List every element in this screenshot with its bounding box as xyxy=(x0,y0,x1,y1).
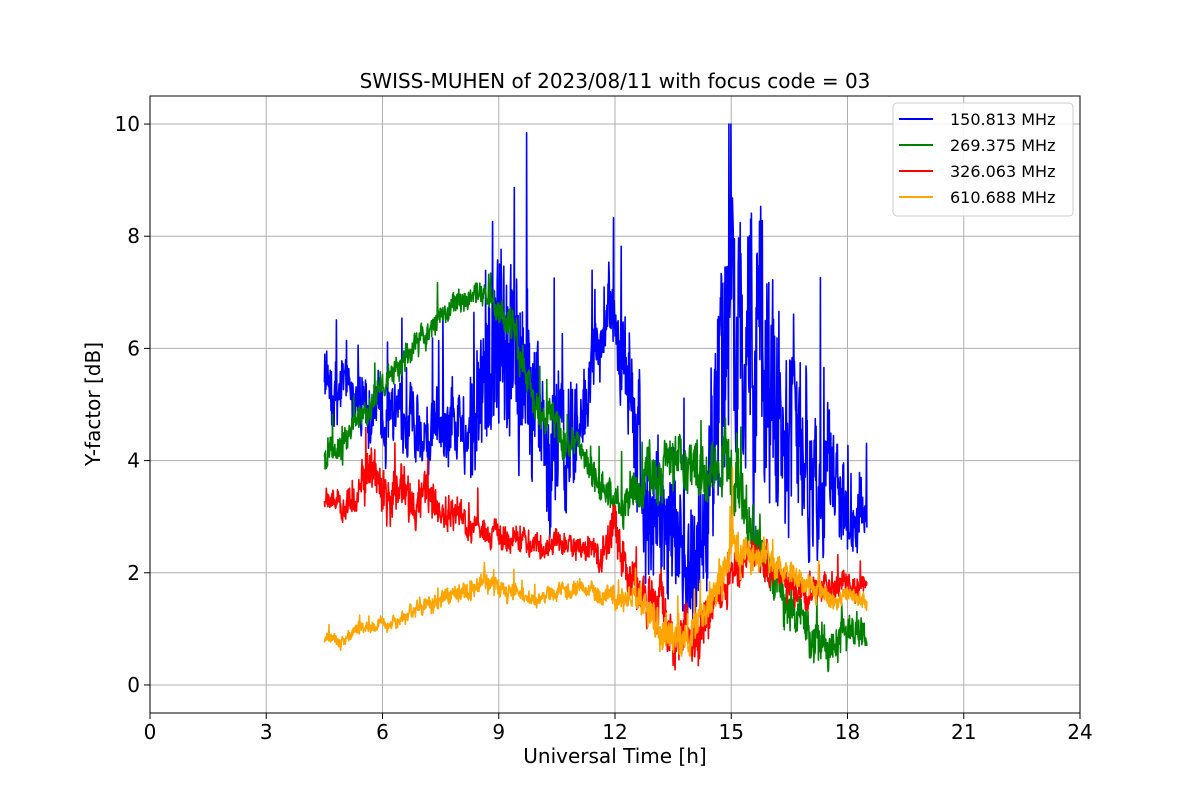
y-tick-label: 0 xyxy=(127,673,140,697)
x-axis-label: Universal Time [h] xyxy=(523,744,706,768)
x-tick-label: 18 xyxy=(835,720,860,744)
x-tick-label: 15 xyxy=(719,720,744,744)
x-tick-label: 6 xyxy=(376,720,389,744)
x-tick-label: 12 xyxy=(602,720,627,744)
y-tick-label: 10 xyxy=(115,112,140,136)
series-line-0 xyxy=(323,123,868,645)
y-tick-label: 2 xyxy=(127,561,140,585)
chart-title: SWISS-MUHEN of 2023/08/11 with focus cod… xyxy=(360,69,871,93)
series-line-3 xyxy=(323,466,868,657)
x-tick-label: 21 xyxy=(951,720,976,744)
y-tick-label: 4 xyxy=(127,449,140,473)
y-axis-label: Y-factor [dB] xyxy=(81,342,105,467)
x-tick-label: 0 xyxy=(144,720,157,744)
legend-label: 150.813 MHz xyxy=(950,110,1055,129)
legend-label: 269.375 MHz xyxy=(950,136,1055,155)
legend-box xyxy=(892,102,1074,217)
y-axis: 0 2 4 6 8 10 xyxy=(115,112,150,697)
series-layer xyxy=(323,123,868,673)
legend-label: 326.063 MHz xyxy=(950,162,1055,181)
legend: 150.813 MHz 269.375 MHz 326.063 MHz 610.688… xyxy=(892,102,1074,217)
x-axis: 0 3 6 9 12 15 18 21 24 xyxy=(144,713,1093,744)
x-tick-label: 24 xyxy=(1067,720,1092,744)
x-tick-label: 9 xyxy=(492,720,505,744)
legend-label: 610.688 MHz xyxy=(950,188,1055,207)
y-tick-label: 8 xyxy=(127,224,140,248)
y-tick-label: 6 xyxy=(127,336,140,360)
x-tick-label: 3 xyxy=(260,720,273,744)
